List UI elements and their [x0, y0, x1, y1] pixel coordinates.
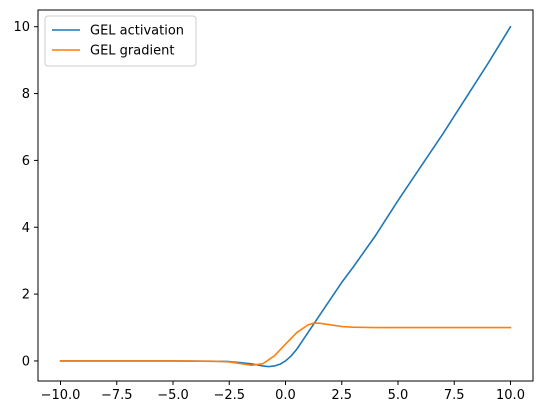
y-tick-label: 0 — [22, 354, 30, 369]
legend-box — [44, 15, 197, 67]
x-tick-label: −5.0 — [157, 388, 189, 403]
x-tick-label: 7.5 — [444, 388, 465, 403]
x-tick-label: 2.5 — [331, 388, 352, 403]
y-tick-label: 4 — [22, 221, 30, 236]
x-tick-label: −7.5 — [101, 388, 133, 403]
series-layer — [59, 25, 512, 368]
y-axis-ticks: 0 2 4 6 8 10 — [13, 20, 38, 369]
legend: GEL activation GEL gradient — [44, 15, 197, 67]
series-line-1 — [59, 322, 512, 367]
x-axis-ticks: −10.0 −7.5 −5.0 −2.5 0.0 2.5 5.0 7.5 10.0 — [41, 381, 525, 403]
x-tick-label: −2.5 — [213, 388, 245, 403]
y-tick-label: 2 — [22, 288, 30, 303]
y-tick-label: 10 — [13, 20, 30, 35]
legend-label-0: GEL activation — [90, 24, 184, 39]
x-tick-label: −10.0 — [41, 388, 81, 403]
legend-label-1: GEL gradient — [90, 44, 174, 59]
y-tick-label: 8 — [22, 87, 30, 102]
x-tick-label: 0.0 — [275, 388, 296, 403]
y-tick-label: 6 — [22, 154, 30, 169]
x-tick-label: 5.0 — [388, 388, 409, 403]
x-tick-label: 10.0 — [496, 388, 525, 403]
series-line-0 — [59, 25, 512, 368]
